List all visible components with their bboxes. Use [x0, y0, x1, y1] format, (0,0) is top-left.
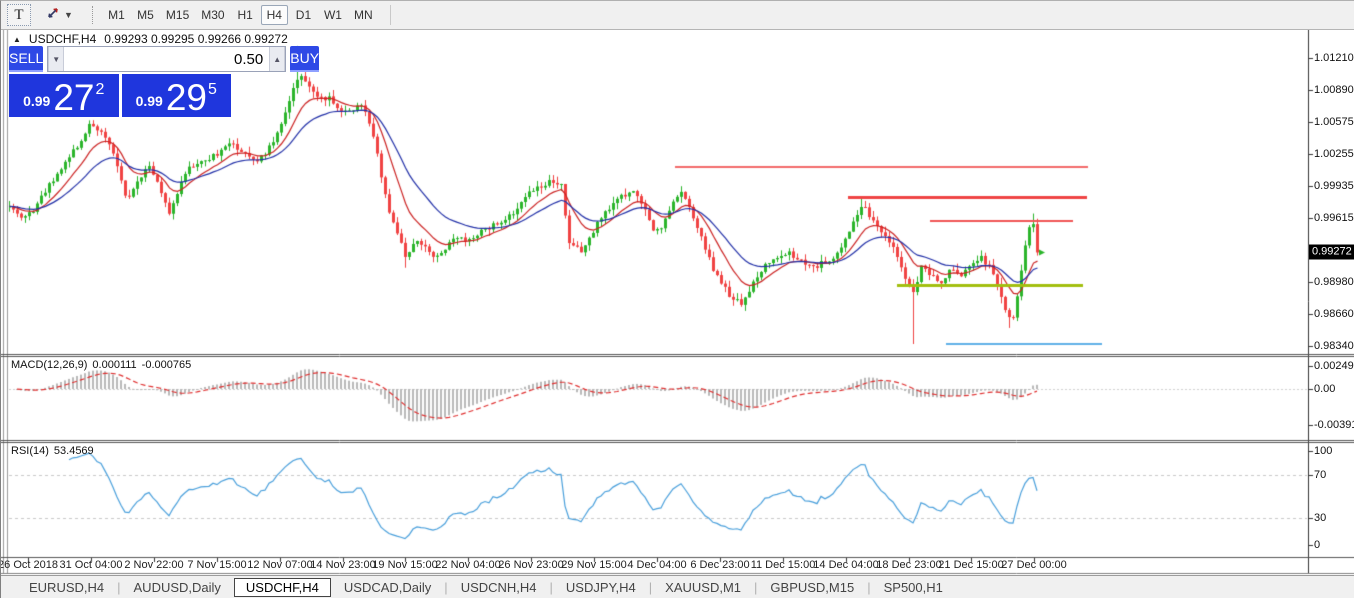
current-price-tag: 0.99272 [1309, 244, 1354, 260]
rsi-axis-tick: 70 [1314, 469, 1327, 481]
toolbar-grip[interactable] [91, 6, 93, 24]
timeframe-w1[interactable]: W1 [323, 8, 342, 22]
timeframe-buttons: M1 M5 M15 M30 H1 H4 D1 W1 MN [103, 5, 378, 25]
price-chart-canvas[interactable] [1, 30, 1354, 575]
chevron-down-icon: ▼ [64, 10, 73, 20]
rsi-axis-tick: 100 [1314, 445, 1333, 457]
macd-axis-tick: 0.00 [1314, 383, 1336, 395]
timeframe-mn[interactable]: MN [353, 8, 373, 22]
tab-gbpusd-m15[interactable]: GBPUSD,M15 [770, 580, 855, 595]
sell-price-fraction: 2 [95, 81, 105, 98]
timeframe-d1[interactable]: D1 [295, 8, 312, 22]
price-axis-tick: 1.01210 [1314, 51, 1354, 64]
chart-ohlc-values: 0.99293 0.99295 0.99266 0.99272 [104, 32, 288, 46]
macd-indicator-label: MACD(12,26,9) 0.000111 -0.000765 [11, 359, 191, 371]
macd-signal-value: -0.000765 [141, 359, 192, 371]
rsi-indicator-label: RSI(14) 53.4569 [11, 445, 94, 457]
price-axis-tick: 0.98980 [1314, 275, 1354, 288]
tab-separator: | [754, 580, 758, 595]
price-axis-tick: 1.00890 [1314, 84, 1354, 97]
volume-control: ▼ ▲ [47, 46, 287, 72]
tab-separator: | [549, 580, 553, 595]
tab-separator: | [444, 580, 448, 595]
buy-price-display[interactable]: 0.99 29 5 [121, 74, 231, 118]
tab-xauusd-m1[interactable]: XAUUSD,M1 [665, 580, 742, 595]
macd-axis-tick: 0.002492 [1314, 360, 1354, 372]
price-axis-tick: 1.00575 [1314, 115, 1354, 128]
macd-main-value: 0.000111 [92, 359, 137, 371]
date-axis-label: 26 Oct 2018 [0, 559, 58, 571]
chart-title: ▲ USDCHF,H4 0.99293 0.99295 0.99266 0.99… [13, 32, 288, 46]
buy-price-pips: 29 [165, 77, 207, 118]
top-toolbar: T ▼ M1 M5 M15 M30 H1 H4 D1 W1 MN [1, 1, 1354, 30]
date-axis-label: 18 Dec 23:00 [876, 559, 942, 571]
chart-symbol-period: USDCHF,H4 [28, 32, 97, 46]
date-axis-label: 19 Nov 15:00 [372, 559, 438, 571]
date-axis-label: 22 Nov 04:00 [435, 559, 501, 571]
date-axis-label: 21 Dec 15:00 [938, 559, 1004, 571]
volume-decrease-button[interactable]: ▼ [48, 47, 65, 71]
price-axis-tick: 1.00255 [1314, 147, 1354, 160]
tab-usdchf-h4[interactable]: USDCHF,H4 [233, 578, 331, 597]
macd-name: MACD(12,26,9) [11, 359, 88, 371]
rsi-axis-tick: 30 [1314, 512, 1327, 524]
date-axis-label: 29 Nov 15:00 [561, 559, 627, 571]
buy-button[interactable]: BUY [290, 46, 320, 72]
panel-collapse-icon[interactable]: ▲ [13, 34, 21, 44]
volume-increase-button[interactable]: ▲ [269, 47, 286, 71]
date-axis-label: 26 Nov 23:00 [498, 559, 564, 571]
rsi-value: 53.4569 [53, 445, 94, 457]
date-axis-label: 12 Nov 07:00 [247, 559, 313, 571]
date-axis-label: 6 Dec 23:00 [690, 559, 750, 571]
date-axis-label: 31 Oct 04:00 [59, 559, 123, 571]
date-axis-label: 14 Dec 04:00 [813, 559, 879, 571]
one-click-trading-panel: SELL ▼ ▲ BUY 0.99 27 2 0.99 29 5 [9, 46, 320, 117]
price-axis-tick: 0.99935 [1314, 179, 1354, 192]
trade-panel-top-row: SELL ▼ ▲ BUY [9, 46, 320, 72]
tab-separator: | [117, 580, 121, 595]
tab-usdjpy-h4[interactable]: USDJPY,H4 [565, 580, 636, 595]
chart-area: ▲ USDCHF,H4 0.99293 0.99295 0.99266 0.99… [1, 30, 1354, 575]
date-axis-label: 14 Nov 23:00 [310, 559, 376, 571]
tab-separator: | [648, 580, 653, 595]
arrows-tool-button[interactable]: ▼ [43, 4, 76, 26]
text-tool-button[interactable]: T [7, 4, 31, 26]
rsi-name: RSI(14) [11, 445, 49, 457]
toolbar-separator [389, 5, 391, 25]
price-axis-tick: 0.98660 [1314, 307, 1354, 320]
timeframe-h4[interactable]: H4 [260, 5, 288, 25]
date-axis-label: 27 Dec 00:00 [1001, 559, 1067, 571]
sell-price-pips: 27 [53, 77, 95, 118]
tab-separator: | [867, 580, 871, 595]
date-axis-label: 7 Nov 15:00 [187, 559, 247, 571]
sell-price-display[interactable]: 0.99 27 2 [9, 74, 119, 117]
date-axis-label: 4 Dec 04:00 [627, 559, 687, 571]
price-axis-tick: 0.99615 [1314, 212, 1354, 225]
tab-eurusd-h4[interactable]: EURUSD,H4 [29, 580, 105, 595]
timeframe-m5[interactable]: M5 [137, 8, 154, 22]
volume-input[interactable] [64, 47, 270, 71]
trade-panel-prices: 0.99 27 2 0.99 29 5 [9, 74, 231, 117]
rsi-axis-tick: 0 [1314, 539, 1321, 551]
timeframe-h1[interactable]: H1 [237, 8, 253, 22]
chart-tab-bar: EURUSD,H4 | AUDUSD,Daily USDCHF,H4 USDCAD,Da… [1, 575, 1354, 598]
arrows-icon [46, 5, 61, 25]
buy-price-fraction: 5 [208, 81, 217, 98]
tab-usdcad-daily[interactable]: USDCAD,Daily [343, 580, 432, 595]
tab-sp500-h1[interactable]: SP500,H1 [883, 580, 943, 595]
macd-axis-tick: -0.003913 [1314, 419, 1354, 431]
timeframe-m1[interactable]: M1 [108, 8, 125, 22]
price-axis-tick: 0.98340 [1314, 340, 1354, 352]
buy-price-base: 0.99 [135, 93, 163, 109]
timeframe-m30[interactable]: M30 [201, 8, 225, 22]
timeframe-m15[interactable]: M15 [165, 8, 190, 22]
sell-button[interactable]: SELL [9, 46, 44, 72]
date-axis-label: 11 Dec 15:00 [750, 559, 816, 571]
tab-usdcnh-h4[interactable]: USDCNH,H4 [460, 580, 537, 595]
sell-price-base: 0.99 [23, 93, 51, 109]
tab-audusd-daily[interactable]: AUDUSD,Daily [133, 580, 221, 595]
date-axis-label: 2 Nov 22:00 [124, 559, 184, 571]
